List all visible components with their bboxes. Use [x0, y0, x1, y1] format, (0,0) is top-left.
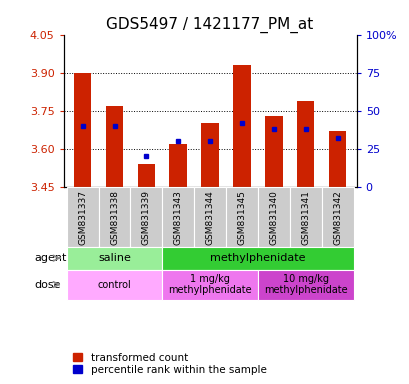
- Text: 10 mg/kg
methylphenidate: 10 mg/kg methylphenidate: [263, 274, 347, 295]
- Bar: [67, 270, 162, 300]
- Bar: [98, 187, 130, 247]
- Bar: [201, 123, 218, 187]
- Text: GSM831345: GSM831345: [237, 190, 246, 245]
- Bar: [137, 164, 155, 187]
- Text: GSM831337: GSM831337: [78, 190, 87, 245]
- Bar: [289, 187, 321, 247]
- Bar: [162, 187, 194, 247]
- Text: agent: agent: [35, 253, 67, 263]
- Text: GSM831342: GSM831342: [332, 190, 341, 245]
- Text: methylphenidate: methylphenidate: [210, 253, 305, 263]
- Legend: transformed count, percentile rank within the sample: transformed count, percentile rank withi…: [69, 348, 270, 379]
- Bar: [257, 270, 353, 300]
- Text: GSM831343: GSM831343: [173, 190, 182, 245]
- Text: GSM831338: GSM831338: [110, 190, 119, 245]
- Text: GSM831339: GSM831339: [142, 190, 151, 245]
- Bar: [67, 187, 98, 247]
- Text: control: control: [97, 280, 131, 290]
- Text: 1 mg/kg
methylphenidate: 1 mg/kg methylphenidate: [168, 274, 251, 295]
- Bar: [321, 187, 353, 247]
- Bar: [106, 106, 123, 187]
- Bar: [67, 247, 162, 270]
- Bar: [296, 101, 314, 187]
- Text: GSM831341: GSM831341: [301, 190, 310, 245]
- Bar: [162, 247, 353, 270]
- Text: saline: saline: [98, 253, 130, 263]
- Text: GSM831344: GSM831344: [205, 190, 214, 245]
- Text: dose: dose: [35, 280, 61, 290]
- Bar: [169, 144, 187, 187]
- Bar: [328, 131, 346, 187]
- Bar: [233, 65, 250, 187]
- Bar: [130, 187, 162, 247]
- Bar: [257, 187, 289, 247]
- Bar: [265, 116, 282, 187]
- Title: GDS5497 / 1421177_PM_at: GDS5497 / 1421177_PM_at: [106, 17, 313, 33]
- Bar: [74, 73, 91, 187]
- Bar: [194, 187, 225, 247]
- Bar: [225, 187, 257, 247]
- Text: GSM831340: GSM831340: [269, 190, 278, 245]
- Bar: [162, 270, 257, 300]
